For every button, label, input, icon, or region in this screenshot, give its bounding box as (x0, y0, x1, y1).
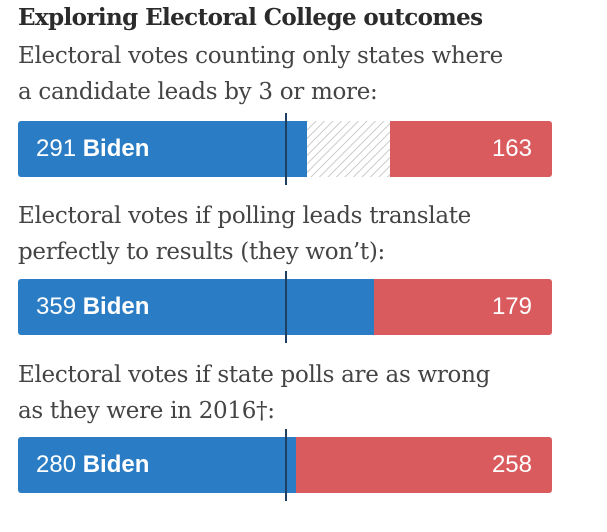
scenario-2-dem-name: Biden (82, 293, 150, 320)
scenario-1-bar: 291 Biden 163 (18, 113, 552, 185)
scenario-2-dem-votes: 359 (36, 293, 77, 320)
scenario-3-270-threshold-line (284, 429, 287, 501)
scenario-1-dem-name: Biden (82, 135, 150, 162)
scenario-3-bar: 280 Biden 258 (18, 429, 552, 501)
scenario-3-dem-name: Biden (82, 451, 150, 478)
scenario-2-label-line-1: Electoral votes if polling leads transla… (18, 203, 471, 229)
scenario-1-tossup-segment (306, 121, 391, 177)
scenario-1-label-line-2: a candidate leads by 3 or more: (18, 79, 378, 105)
scenario-2-270-threshold-line (284, 271, 287, 343)
scenario-1-rep-segment (390, 121, 552, 177)
scenario-1-270-threshold-line (284, 113, 287, 185)
scenario-2-rep-segment (374, 279, 552, 335)
chart-title: Exploring Electoral College outcomes (18, 4, 483, 31)
scenario-2-label-line-2: perfectly to results (they won’t): (18, 239, 385, 265)
scenario-1-dem-votes: 291 (36, 135, 77, 162)
scenario-1-dem-segment (18, 121, 307, 177)
scenario-3-label-line-1: Electoral votes if state polls are as wr… (18, 362, 491, 388)
scenario-1-rep-votes: 163 (491, 135, 532, 162)
scenario-3-rep-votes: 258 (491, 451, 532, 478)
scenario-3-dem-segment (18, 437, 296, 493)
scenario-3-dem-votes: 280 (36, 451, 77, 478)
scenario-1-dem-label: 291 Biden (36, 121, 149, 177)
scenario-3-rep-segment (295, 437, 552, 493)
scenario-2-rep-votes: 179 (491, 293, 532, 320)
scenario-2-dem-label: 359 Biden (36, 279, 149, 335)
scenario-3-label-line-2: as they were in 2016†: (18, 398, 275, 424)
scenario-2-dem-segment (18, 279, 375, 335)
scenario-1-label-line-1: Electoral votes counting only states whe… (18, 43, 503, 69)
scenario-3-dem-label: 280 Biden (36, 437, 149, 493)
scenario-2-bar: 359 Biden 179 (18, 271, 552, 343)
